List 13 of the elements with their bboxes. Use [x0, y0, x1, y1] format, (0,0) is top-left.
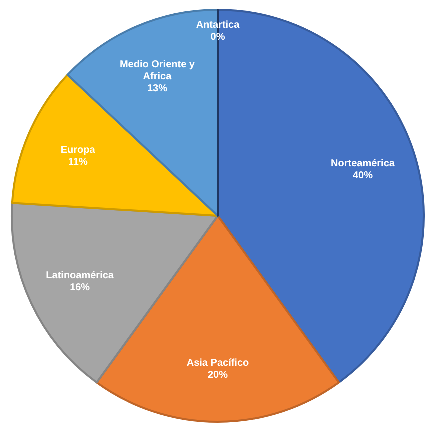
pie-slice	[11, 74, 219, 217]
data-label: 40%	[352, 170, 374, 182]
slice-label: Latinoamérica	[46, 270, 114, 282]
data-label: 11%	[68, 156, 88, 168]
text: 0%	[210, 32, 226, 44]
category-label: Antartica	[196, 20, 240, 32]
slice-label: Asia Pacífico	[186, 358, 250, 369]
data-label: 20%	[208, 370, 228, 381]
data-label: 13%	[147, 84, 168, 95]
slice-label: Norteamérica	[331, 158, 396, 170]
slice-label: Medio Oriente y Africa	[120, 60, 196, 83]
slice-label: Europa	[60, 144, 96, 156]
data-label: 16%	[70, 282, 90, 294]
